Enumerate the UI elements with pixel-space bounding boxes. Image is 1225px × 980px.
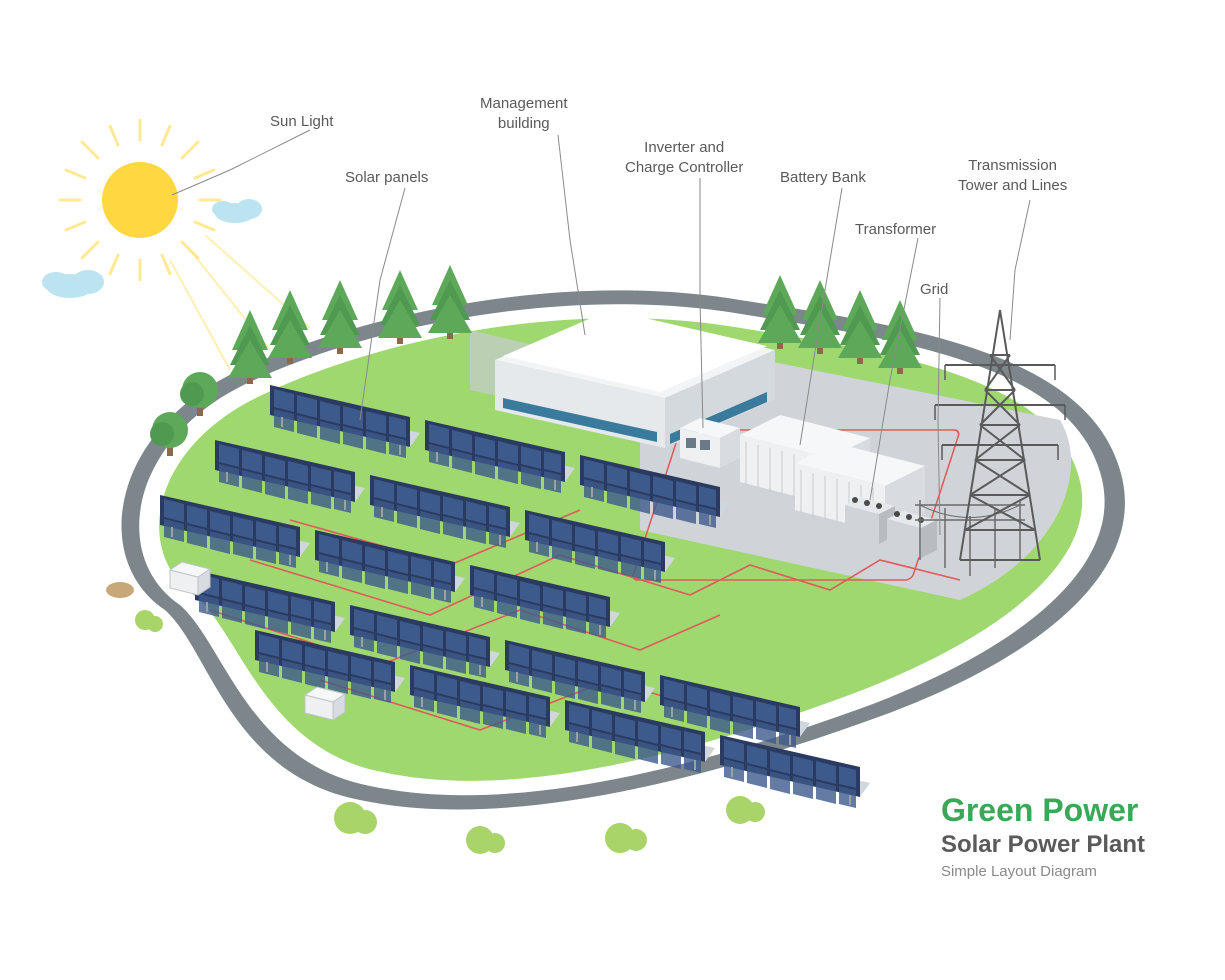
label-transformer: Transformer	[855, 220, 936, 240]
sun-icon	[60, 120, 310, 370]
label-management-building: Management building	[480, 94, 568, 133]
label-sun-light: Sun Light	[270, 112, 333, 132]
label-transmission: Transmission Tower and Lines	[958, 156, 1067, 195]
label-inverter: Inverter and Charge Controller	[625, 138, 743, 177]
title-block: Green Power Solar Power Plant Simple Lay…	[941, 792, 1145, 880]
title-sub: Solar Power Plant	[941, 831, 1145, 859]
label-battery-bank: Battery Bank	[780, 168, 866, 188]
title-main: Green Power	[941, 792, 1145, 829]
label-grid: Grid	[920, 280, 948, 300]
label-solar-panels: Solar panels	[345, 168, 428, 188]
title-caption: Simple Layout Diagram	[941, 863, 1145, 880]
